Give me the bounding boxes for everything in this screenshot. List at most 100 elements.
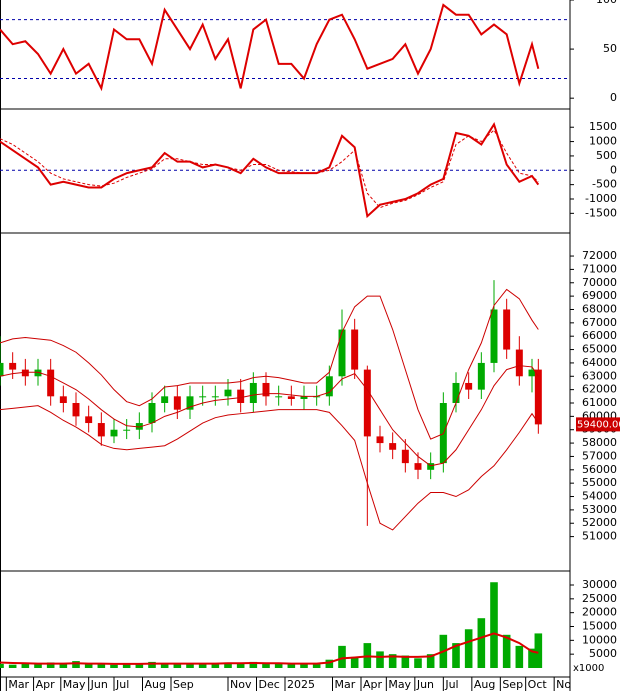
y-tick-label: -1000 [585,192,617,205]
y-tick-label: 0 [610,91,617,104]
x-tick-label: Sep [173,678,194,691]
candle-body [123,429,131,431]
candle-body [224,389,232,397]
volume-bar [490,582,498,668]
candle-body [72,403,80,417]
volume-bar [236,663,245,668]
y-tick-label: 63000 [582,369,617,382]
y-tick-label: 53000 [582,503,617,516]
x-tick-label: May [388,678,411,691]
series-line [0,288,539,440]
volume-bar [0,663,4,668]
candle-body [401,449,409,464]
candle-body [528,369,536,377]
candle-body [173,396,181,410]
y-tick-label: 100 [596,0,617,6]
volume-bar [97,663,106,668]
volume-bar [249,661,258,668]
y-tick-label: 69000 [582,289,617,302]
volume-bar [502,634,511,668]
volume-bar [8,664,17,668]
last-price-label: 59400.00 [577,419,620,430]
y-tick-label: 1500 [589,120,617,133]
volume-bar [72,661,80,668]
candle-body [338,329,346,377]
series-line [0,3,540,92]
x-tick-label: Jun [416,678,434,691]
y-tick-label: 15000 [582,620,617,633]
x-tick-label: Nov [230,678,252,691]
candle-body [287,396,295,399]
candle-body [262,382,270,397]
y-tick-label: 50 [603,42,617,55]
candle-body [110,429,118,437]
y-tick-label: 61000 [582,396,617,409]
x-tick-label: 2025 [287,678,315,691]
y-tick-label: 65000 [582,343,617,356]
volume-bar [452,643,460,668]
candle-body [300,396,308,399]
x-tick-label: Jun [90,678,108,691]
volume-bar [312,663,321,668]
volume-bar [211,663,220,668]
x-tick-label: Oct [528,678,548,691]
candle-body [363,369,371,437]
volume-bar [262,663,270,668]
x-tick-label: Aug [145,678,166,691]
candle-body [85,416,93,424]
candle-body [148,403,156,424]
y-tick-label: -1500 [585,206,617,219]
y-tick-label: 10000 [582,633,617,646]
candle-body [21,369,29,377]
volume-bar [46,662,55,668]
volume-bar [84,664,93,668]
candle-body [351,329,359,370]
candle-body [477,362,485,390]
x-tick-label: Sep [502,678,523,691]
x-tick-label: No [556,678,571,691]
volume-bar [388,654,397,668]
volume-bar [287,664,296,668]
series-line [0,632,539,665]
volume-bar [477,618,486,668]
candle-body [9,362,17,370]
y-tick-label: -500 [592,178,617,191]
candle-body [275,396,283,398]
candle-body [490,309,498,363]
x-tick-label: Mar [8,678,29,691]
candle-body [465,382,473,390]
volume-bar [173,664,182,668]
candle-body [249,382,257,404]
volume-bar [376,651,384,668]
volume-bar [401,655,410,668]
x-tick-label: Apr [363,678,383,691]
candle-body [237,389,245,404]
y-tick-label: 1000 [589,135,617,148]
y-tick-label: 70000 [582,276,617,289]
volume-bar [426,654,435,668]
y-tick-label: 57000 [582,449,617,462]
series-line [0,129,539,209]
y-tick-label: 54000 [582,490,617,503]
y-tick-label: 500 [596,149,617,162]
candle-body [34,369,42,377]
volume-bar [274,663,283,668]
volume-bar [21,663,30,668]
x-tick-label: May [63,678,86,691]
candle-body [325,376,333,397]
volume-bar [515,645,524,668]
volume-bar [414,658,422,668]
y-tick-label: 67000 [582,316,617,329]
y-tick-label: 68000 [582,302,617,315]
candle-body [534,369,542,425]
candle-body [161,396,169,404]
last-price-box [576,417,620,432]
volume-bar [186,663,194,668]
x-tick-label: Mar [335,678,356,691]
volume-bar [198,663,207,668]
y-tick-label: 64000 [582,356,617,369]
volume-bar [325,659,334,668]
candle-body [427,463,435,470]
